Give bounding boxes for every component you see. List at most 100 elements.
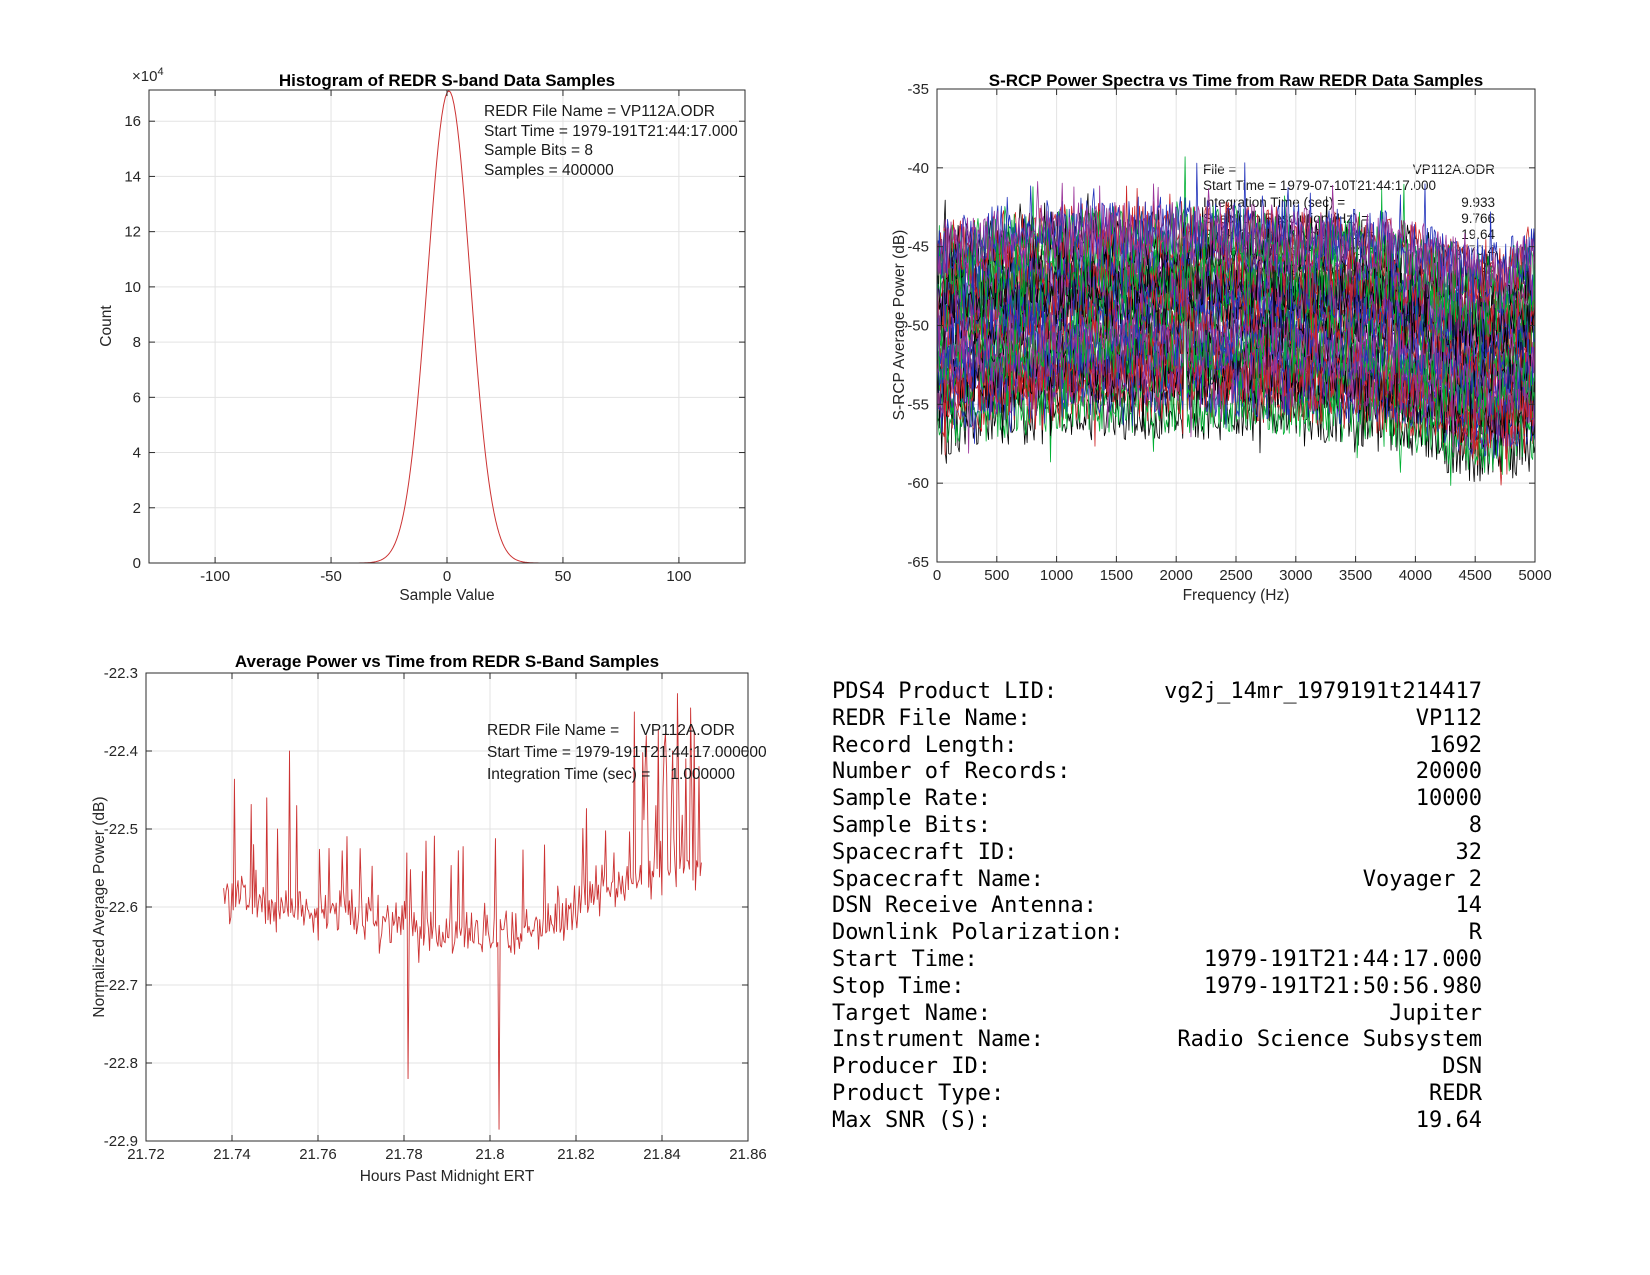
svg-text:-22.9: -22.9	[104, 1133, 138, 1150]
svg-text:4: 4	[133, 445, 141, 462]
svg-text:1000: 1000	[1040, 567, 1073, 584]
svg-text:21.74: 21.74	[213, 1146, 251, 1163]
svg-text:3000: 3000	[1279, 567, 1312, 584]
metadata-value: R	[1468, 920, 1482, 946]
metadata-row: Instrument Name: Radio Science Subsystem	[832, 1027, 1488, 1054]
svg-text:6: 6	[133, 389, 141, 406]
svg-text:10: 10	[124, 279, 141, 296]
metadata-value: 20000	[1415, 759, 1482, 785]
svg-text:21.84: 21.84	[643, 1146, 681, 1163]
svg-text:2500: 2500	[1219, 567, 1252, 584]
annotation-row: File = VP112A.ODR	[1203, 162, 1495, 178]
svg-text:0: 0	[443, 568, 451, 585]
metadata-label: Target Name:	[832, 1000, 991, 1026]
svg-text:50: 50	[555, 568, 572, 585]
power-spectra-plot: S-RCP Power Spectra vs Time from Raw RED…	[860, 60, 1580, 620]
metadata-value: REDR	[1429, 1080, 1482, 1106]
svg-text:-22.8: -22.8	[104, 1055, 138, 1072]
y-axis-multiplier: ×104	[132, 66, 164, 85]
annotation-row: Integration Time (sec) = 1.000000	[487, 764, 735, 786]
svg-text:21.76: 21.76	[299, 1146, 337, 1163]
svg-text:1500: 1500	[1100, 567, 1133, 584]
annotation-value: 19.64	[1461, 227, 1495, 243]
svg-text:2: 2	[133, 500, 141, 517]
svg-text:-50: -50	[320, 568, 342, 585]
average-power-canvas: 21.72 21.74 21.76 21.78 21.8 21.82 21.84 21.86 -…	[104, 665, 767, 1163]
metadata-value: DSN	[1442, 1054, 1482, 1080]
metadata-value: 19.64	[1415, 1107, 1482, 1133]
svg-text:-22.5: -22.5	[104, 821, 138, 838]
metadata-row: Spacecraft Name: Voyager 2	[832, 867, 1488, 894]
svg-text:4500: 4500	[1459, 567, 1492, 584]
histogram-xlabel: Sample Value	[399, 587, 495, 604]
average-power-xlabel: Hours Past Midnight ERT	[359, 1168, 535, 1185]
metadata-label: Spacecraft Name:	[832, 866, 1044, 892]
annotation-value: 1.000000	[670, 766, 735, 783]
metadata-row: Sample Rate: 10000	[832, 786, 1488, 813]
metadata-label: Spacecraft ID:	[832, 839, 1018, 865]
average-power-ylabel: Normalized Average Power (dB)	[91, 796, 108, 1018]
histogram-plot: Histogram of REDR S-band Data Samples ×1…	[60, 60, 780, 620]
svg-text:21.72: 21.72	[127, 1146, 165, 1163]
svg-text:-100: -100	[200, 568, 230, 585]
average-power-plot: Average Power vs Time from REDR S-Band S…	[60, 640, 800, 1200]
svg-text:-22.7: -22.7	[104, 977, 138, 994]
annotation-value: 9.766	[1461, 210, 1495, 226]
metadata-value: 10000	[1415, 786, 1482, 812]
histogram-canvas: -100 -50 0 50 100 0 2 4 6 8 10 12 14 16	[124, 89, 746, 585]
annotation-row: Start Time = 1979-191T21:44:17.000000	[487, 742, 767, 764]
annotation-line: Start Time = 1979-191T21:44:17.000	[484, 122, 738, 140]
annotation-line: Sample Bits = 8	[484, 142, 593, 159]
annotation-label: Start Time = 1979-191T21:44:17.000000	[487, 744, 767, 761]
svg-text:-45: -45	[907, 239, 929, 256]
metadata-value: 32	[1455, 839, 1483, 865]
svg-text:5000: 5000	[1518, 567, 1551, 584]
spectra-ylabel: S-RCP Average Power (dB)	[891, 229, 908, 421]
metadata-label: Instrument Name:	[832, 1027, 1044, 1053]
annotation-value: VP112A.ODR	[640, 722, 735, 739]
spectra-xlabel: Frequency (Hz)	[1182, 587, 1290, 604]
metadata-label: Record Length:	[832, 732, 1018, 758]
metadata-row: Number of Records: 20000	[832, 759, 1488, 786]
spectra-canvas: 0 500 1000 1500 2000 2500 3000 3500 4000 4500 5000…	[907, 81, 1551, 584]
svg-text:-22.4: -22.4	[104, 743, 138, 760]
svg-text:3500: 3500	[1339, 567, 1372, 584]
annotation-line: REDR File Name = VP112A.ODR	[484, 103, 715, 120]
svg-text:0: 0	[133, 555, 141, 572]
metadata-label: Producer ID:	[832, 1054, 991, 1080]
svg-text:-22.6: -22.6	[104, 899, 138, 916]
metadata-row: DSN Receive Antenna: 14	[832, 893, 1488, 920]
svg-text:-40: -40	[907, 160, 929, 177]
metadata-label: REDR File Name:	[832, 705, 1031, 731]
metadata-label: Start Time:	[832, 946, 978, 972]
annotation-value: 9.933	[1461, 194, 1495, 210]
histogram-title: Histogram of REDR S-band Data Samples	[278, 71, 616, 90]
svg-text:500: 500	[984, 567, 1009, 584]
metadata-label: DSN Receive Antenna:	[832, 893, 1097, 919]
metadata-value: VP112	[1415, 705, 1482, 731]
svg-text:-35: -35	[907, 81, 929, 98]
metadata-label: Stop Time:	[832, 973, 965, 999]
metadata-value: Voyager 2	[1362, 866, 1482, 892]
svg-text:100: 100	[666, 568, 691, 585]
annotation-row: Start Time = 1979-07-10T21:44:17.000	[1203, 178, 1495, 194]
metadata-row: Stop Time: 1979-191T21:50:56.980	[832, 974, 1488, 1001]
metadata-value: Radio Science Subsystem	[1177, 1027, 1482, 1053]
metadata-value: Jupiter	[1389, 1000, 1482, 1026]
annotation-line: Samples = 400000	[484, 161, 614, 179]
metadata-label: Sample Rate:	[832, 786, 991, 812]
annotation-value: VP112A.ODR	[1412, 162, 1495, 177]
metadata-row: Target Name: Jupiter	[832, 1001, 1488, 1028]
metadata-row: REDR File Name: VP112	[832, 706, 1488, 733]
svg-text:0: 0	[933, 567, 941, 584]
metadata-panel: PDS4 Product LID: vg2j_14mr_1979191t21441…	[832, 676, 1488, 1149]
svg-text:16: 16	[124, 113, 141, 130]
spectra-title: S-RCP Power Spectra vs Time from Raw RED…	[988, 71, 1484, 90]
metadata-value: 1979-191T21:50:56.980	[1203, 973, 1482, 999]
metadata-label: Number of Records:	[832, 759, 1071, 785]
metadata-row: Record Length: 1692	[832, 733, 1488, 760]
average-power-annotation: REDR File Name = VP112A.ODR Start Time = 1…	[487, 720, 767, 786]
svg-text:-50: -50	[907, 318, 929, 335]
svg-text:21.8: 21.8	[475, 1146, 504, 1163]
